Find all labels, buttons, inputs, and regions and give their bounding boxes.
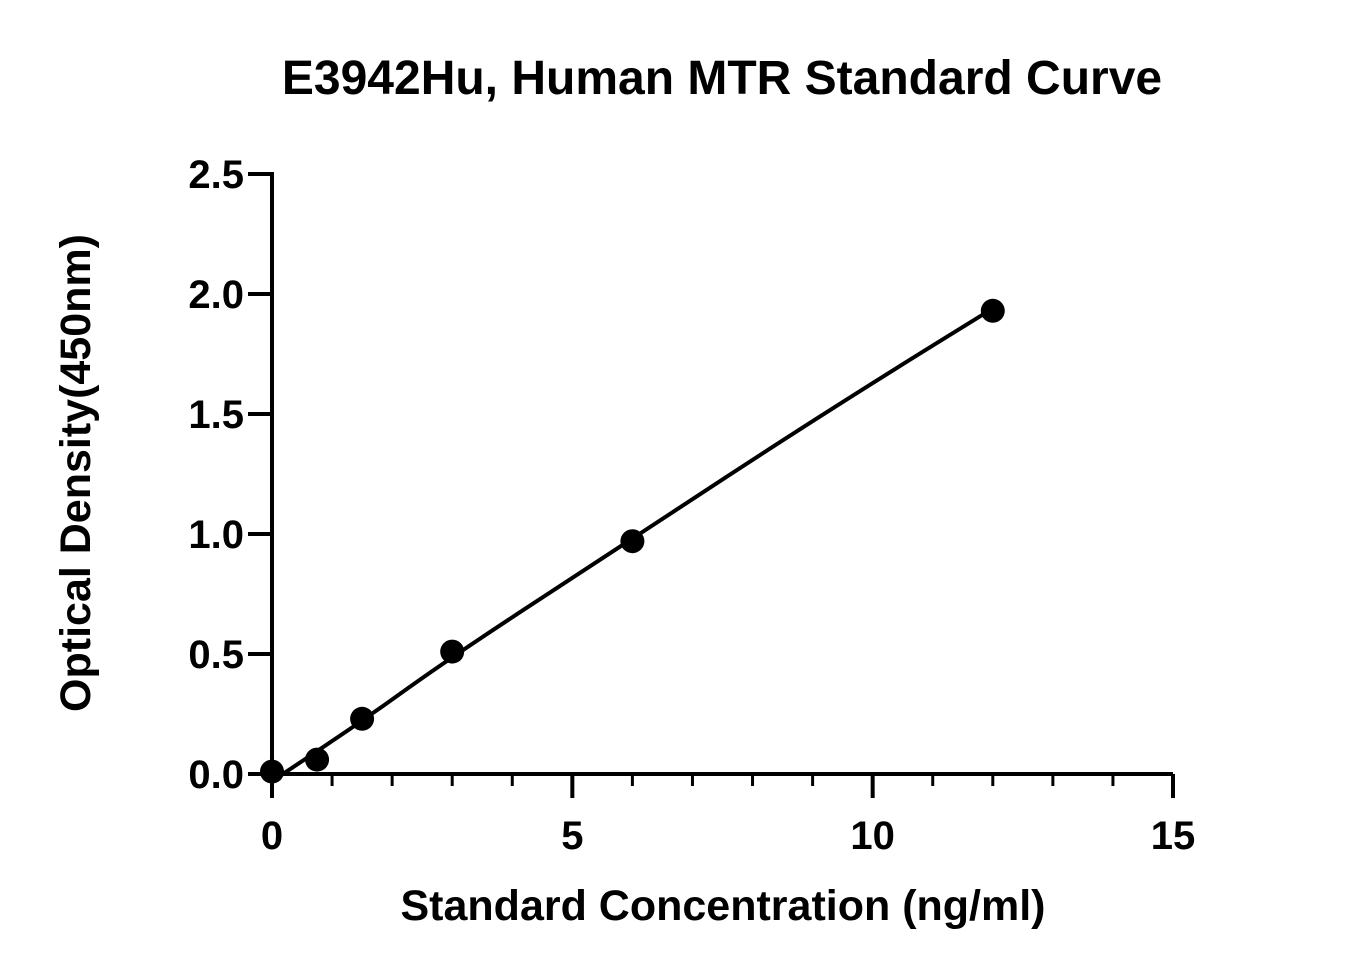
x-axis-label: Standard Concentration (ng/ml) [401,882,1046,930]
y-tick-label: 2.5 [188,153,244,197]
data-point [980,298,1005,323]
y-tick-label: 1.5 [188,393,244,437]
data-point [260,759,284,784]
x-tick-label: 10 [850,814,895,858]
data-point [305,747,330,772]
x-tick-label: 0 [261,814,283,858]
x-tick-label: 5 [561,814,583,858]
chart-title: E3942Hu, Human MTR Standard Curve [282,52,1162,105]
y-tick-label: 0.0 [188,753,244,797]
x-tick-label: 15 [1151,814,1196,858]
y-tick-label: 2.0 [188,273,244,317]
plot-area: 0 5 10 15 0.0 0.5 1.0 1.5 2.0 2.5 [188,153,1195,858]
data-point [620,529,645,554]
y-tick-label: 1.0 [188,513,244,557]
data-point [440,639,465,664]
data-point [350,706,375,731]
y-axis-label: Optical Density(450nm) [52,234,100,712]
y-tick-label: 0.5 [188,633,244,677]
fit-curve [270,306,994,783]
